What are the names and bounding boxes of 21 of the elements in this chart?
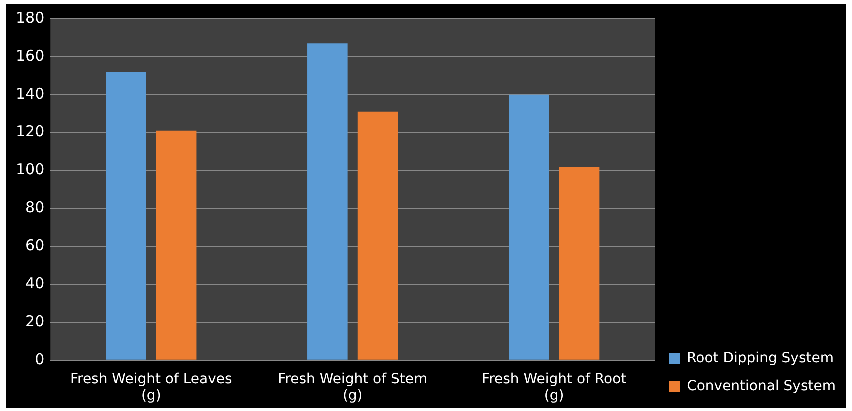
y-tick-label: 0 <box>35 350 45 368</box>
y-tick-label: 20 <box>26 312 45 330</box>
bar <box>509 94 550 360</box>
y-tick-label: 160 <box>16 46 45 65</box>
x-tick-label: Fresh Weight of Leaves (g) <box>70 371 232 404</box>
y-tick-label: 100 <box>16 160 45 179</box>
legend-label: Conventional System <box>687 378 836 395</box>
y-tick-label: 40 <box>26 274 45 292</box>
bar <box>358 112 398 360</box>
y-tick-label: 120 <box>16 122 45 141</box>
y-tick-label: 180 <box>16 8 45 27</box>
x-tick-label: Fresh Weight of Root (g) <box>482 371 628 404</box>
bar <box>559 166 600 360</box>
y-tick-label: 140 <box>16 84 45 103</box>
y-tick-label: 80 <box>26 198 45 217</box>
y-tick-label: 60 <box>26 236 45 254</box>
bar <box>106 72 146 360</box>
bar <box>156 130 197 360</box>
bar <box>308 44 348 360</box>
legend-label: Root Dipping System <box>687 350 834 367</box>
x-tick-label: Fresh Weight of Stem (g) <box>278 371 428 404</box>
